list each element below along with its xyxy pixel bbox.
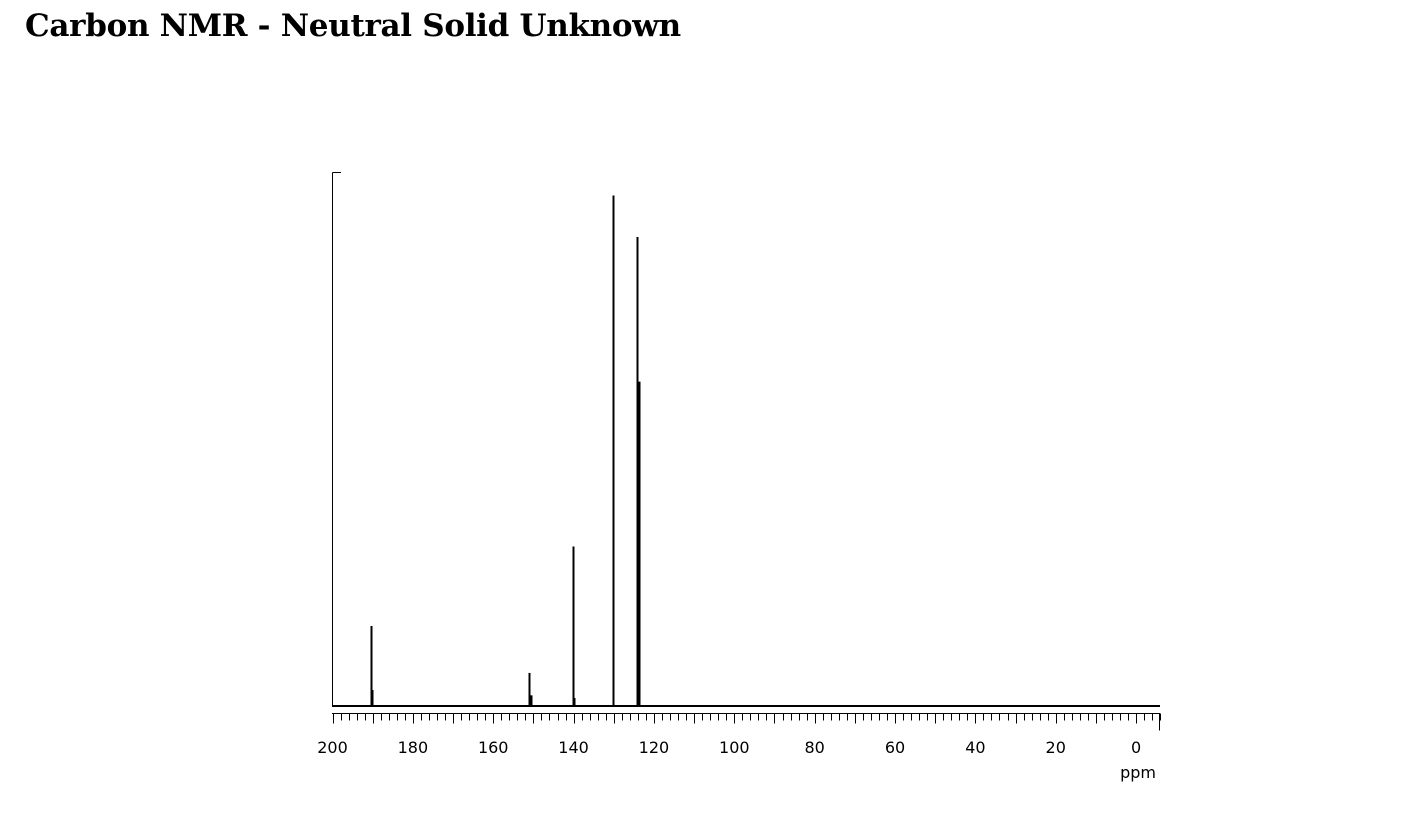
spectrum-peaks xyxy=(370,195,641,706)
x-tick-label: 120 xyxy=(639,738,670,757)
x-tick-label: 0 xyxy=(1131,738,1141,757)
x-axis: 200 180 160 140 120 100 80 60 40 20 0 ppm xyxy=(317,705,1161,782)
y-axis xyxy=(332,172,341,706)
x-tick-label: 20 xyxy=(1046,738,1066,757)
x-tick-label: 80 xyxy=(804,738,824,757)
x-tick-label: 180 xyxy=(398,738,429,757)
x-axis-tick-labels: 200 180 160 140 120 100 80 60 40 20 0 xyxy=(317,738,1141,757)
x-tick-label: 60 xyxy=(885,738,905,757)
x-tick-label: 160 xyxy=(478,738,509,757)
x-tick-label: 40 xyxy=(965,738,985,757)
x-tick-label: 140 xyxy=(558,738,589,757)
x-tick-label: 100 xyxy=(719,738,750,757)
x-axis-unit-label: ppm xyxy=(1120,763,1156,782)
x-axis-ticks xyxy=(333,713,1161,731)
page-title: Carbon NMR - Neutral Solid Unknown xyxy=(25,8,681,44)
x-tick-label: 200 xyxy=(317,738,348,757)
